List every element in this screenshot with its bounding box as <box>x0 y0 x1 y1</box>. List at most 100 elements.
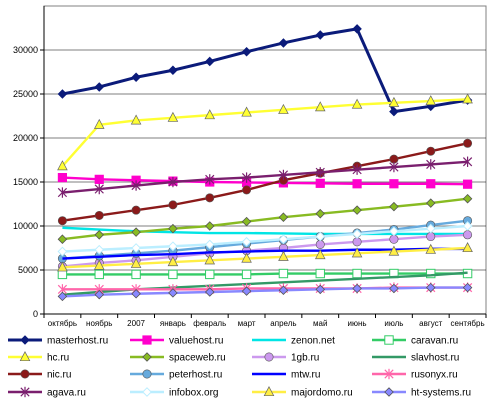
series-line <box>62 197 468 241</box>
data-point <box>426 232 436 242</box>
data-point <box>278 285 289 296</box>
data-point <box>352 24 362 34</box>
data-point <box>57 160 68 171</box>
legend: masterhost.ru valuehost.ru zenon.net carava… <box>8 335 471 399</box>
data-point <box>389 283 399 294</box>
data-point <box>131 205 141 215</box>
legend-label: agava.ru <box>47 388 86 399</box>
data-point <box>57 187 68 198</box>
legend-label: hc.ru <box>47 353 69 364</box>
series-line <box>61 98 468 167</box>
data-point <box>426 179 436 189</box>
data-point <box>278 169 289 181</box>
data-point <box>315 30 326 40</box>
series-line <box>62 219 468 260</box>
series-line <box>62 27 468 114</box>
data-point <box>168 176 178 188</box>
data-point <box>352 229 362 239</box>
legend-swatch-marker <box>384 335 394 345</box>
data-point <box>57 172 68 183</box>
data-point <box>389 226 399 237</box>
data-point <box>241 269 252 280</box>
data-point <box>278 268 289 279</box>
series-line <box>62 226 468 236</box>
legend-item-zenon-net: zenon.net <box>252 336 335 347</box>
data-point <box>352 164 362 175</box>
series-line <box>62 246 468 269</box>
data-point <box>168 200 178 210</box>
y-tick-label: 15000 <box>13 177 38 187</box>
data-point <box>278 38 289 48</box>
y-tick-label: 0 <box>33 309 38 319</box>
data-point <box>168 288 178 298</box>
data-point <box>131 243 141 253</box>
data-point <box>205 174 215 185</box>
series-hc-ru <box>57 93 473 171</box>
data-point <box>94 210 104 220</box>
data-point <box>57 246 68 257</box>
data-point <box>315 268 325 279</box>
series-ht-systems-ru <box>57 282 473 302</box>
data-point <box>94 244 105 255</box>
data-point <box>278 103 289 114</box>
series-mtw-ru <box>62 247 468 260</box>
data-point <box>389 234 399 244</box>
data-point <box>241 236 252 247</box>
data-point <box>315 239 325 249</box>
data-point <box>131 227 141 237</box>
x-tick-label: март <box>238 319 256 328</box>
legend-label: nic.ru <box>47 370 71 381</box>
data-point <box>94 174 104 184</box>
data-point <box>168 241 178 252</box>
data-point <box>204 287 215 297</box>
data-point <box>131 180 141 191</box>
series-line <box>62 176 468 186</box>
legend-item-peterhost-ru: peterhost.ru <box>130 369 222 381</box>
data-point <box>167 111 179 122</box>
legend-swatch-marker <box>19 351 31 362</box>
x-tick-label: январь <box>160 319 186 328</box>
legend-label: ht-systems.ru <box>411 388 471 399</box>
data-point <box>57 234 68 244</box>
series-majordomo-ru <box>57 242 473 272</box>
y-axis: 0 5000 10000 15000 20000 25000 30000 <box>13 6 45 319</box>
data-point <box>242 185 252 195</box>
legend-item-spaceweb-ru: spaceweb.ru <box>130 352 226 364</box>
legend-item-mtw-ru: mtw.ru <box>252 370 320 381</box>
data-point <box>462 93 473 104</box>
data-point <box>388 96 400 107</box>
data-point <box>315 208 326 219</box>
x-tick-label: апрель <box>270 319 296 328</box>
data-point <box>57 89 68 99</box>
legend-label: peterhost.ru <box>169 370 222 381</box>
data-point <box>93 118 105 129</box>
legend-label: zenon.net <box>291 336 335 347</box>
data-point <box>241 106 252 117</box>
data-point <box>426 159 436 170</box>
legend-item-rusonyx-ru: rusonyx.ru <box>372 368 458 381</box>
data-point <box>425 95 437 106</box>
data-point <box>241 286 252 296</box>
data-point <box>389 179 399 189</box>
data-point <box>241 216 252 227</box>
legend-swatch-marker <box>263 386 275 397</box>
data-point <box>462 282 473 293</box>
data-point <box>388 245 400 256</box>
series-masterhost-ru <box>57 24 473 117</box>
data-point <box>462 221 473 231</box>
legend-swatch-marker <box>142 387 152 397</box>
series-infobox-org <box>57 221 473 257</box>
legend-item-masterhost-ru: masterhost.ru <box>8 335 108 347</box>
plot-area <box>43 5 487 315</box>
series-line <box>62 160 468 194</box>
legend-item-ht-systems-ru: ht-systems.ru <box>372 387 471 399</box>
x-tick-label: май <box>313 319 327 328</box>
y-tick-label: 30000 <box>13 45 38 55</box>
data-point <box>352 237 362 247</box>
data-point <box>93 259 105 270</box>
data-point <box>94 230 105 240</box>
data-point <box>204 221 215 231</box>
data-point <box>352 283 362 294</box>
x-tick-label: июль <box>384 319 403 328</box>
